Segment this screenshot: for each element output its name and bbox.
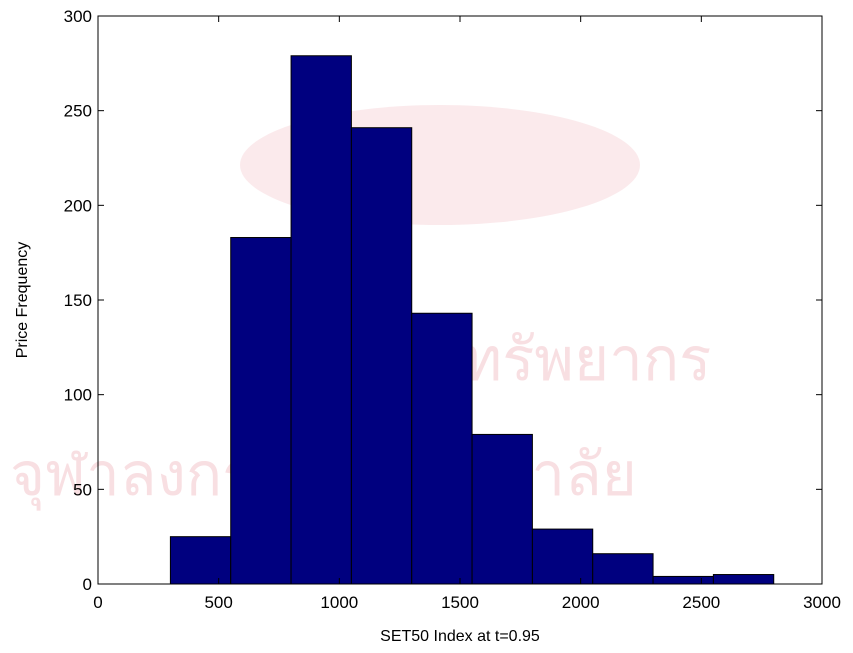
- y-tick-label: 150: [64, 291, 92, 310]
- histogram-bar-10: [712, 574, 775, 585]
- histogram-bar-2: [230, 237, 292, 585]
- x-tick-label: 0: [93, 593, 102, 612]
- histogram-bar-4: [350, 127, 413, 585]
- x-tick-label: 500: [204, 593, 232, 612]
- histogram-bar-1: [169, 536, 232, 585]
- histogram-bar-5: [411, 312, 473, 585]
- histogram-bar-6: [471, 433, 533, 585]
- x-tick-label: 1000: [320, 593, 358, 612]
- histogram-bar-8: [592, 553, 654, 585]
- histogram-bar-9: [652, 575, 714, 585]
- x-axis-title: SET50 Index at t=0.95: [380, 628, 540, 645]
- x-tick-label: 2500: [682, 593, 720, 612]
- x-axis-ticks: 0 500 1000 1500 2000 2500 3000: [93, 16, 841, 612]
- histogram-bar-7: [531, 528, 594, 585]
- bars-group: [169, 55, 775, 585]
- y-axis-ticks: 0 50 100 150 200 250 300: [64, 7, 822, 594]
- y-tick-label: 50: [73, 480, 92, 499]
- y-axis-title: Price Frequency: [14, 242, 31, 359]
- y-tick-label: 200: [64, 196, 92, 215]
- y-tick-label: 300: [64, 7, 92, 26]
- x-tick-label: 3000: [803, 593, 841, 612]
- x-tick-label: 1500: [441, 593, 479, 612]
- histogram-bar-3: [290, 55, 352, 585]
- x-tick-label: 2000: [562, 593, 600, 612]
- y-tick-label: 250: [64, 102, 92, 121]
- y-tick-label: 100: [64, 386, 92, 405]
- y-tick-label: 0: [83, 575, 92, 594]
